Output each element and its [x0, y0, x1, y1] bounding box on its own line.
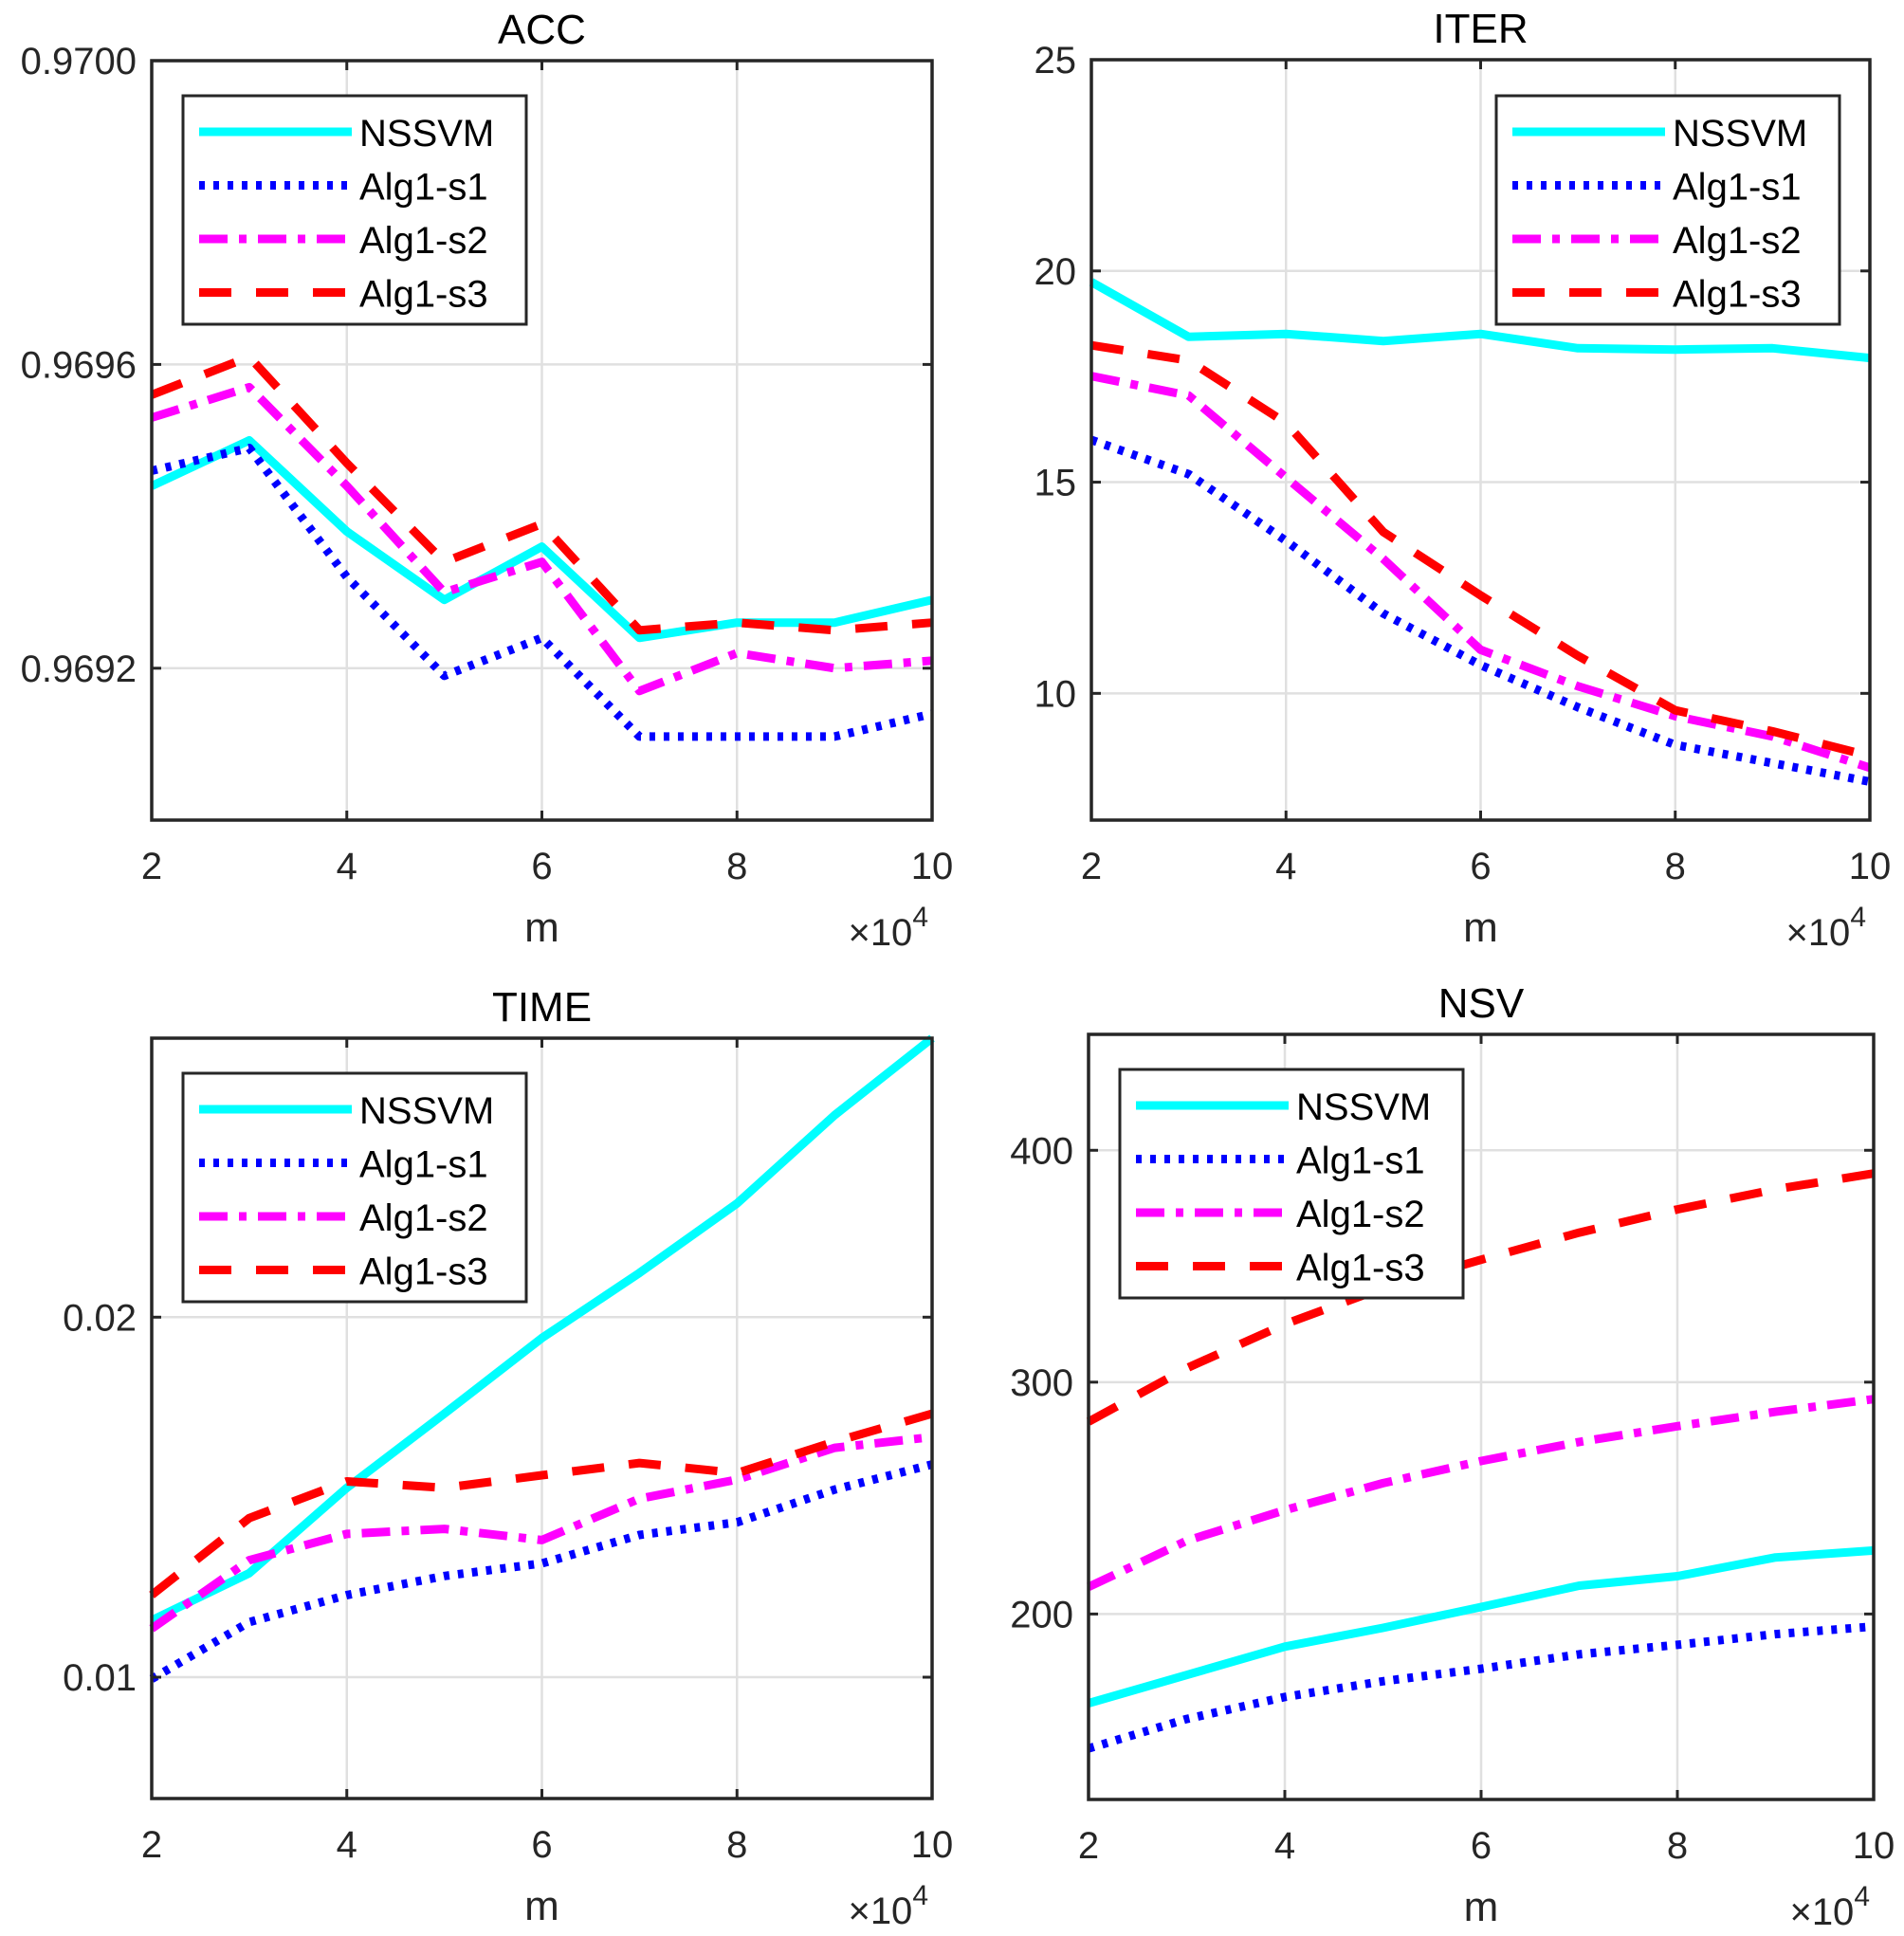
- legend-label: NSSVM: [359, 113, 494, 155]
- chart-title: ITER: [1433, 6, 1528, 52]
- legend: NSSVM Alg1-s1 Alg1-s2 Alg1-s3: [181, 1071, 528, 1304]
- y-tick-label: 20: [1034, 251, 1077, 293]
- x-tick-label: 8: [726, 1824, 747, 1866]
- x-tick-label: 10: [1853, 1825, 1895, 1867]
- series-line-nssvm: [150, 436, 934, 643]
- chart-title: ACC: [498, 7, 586, 53]
- legend-label: NSSVM: [1673, 113, 1807, 155]
- chart-title: NSV: [1438, 980, 1525, 1027]
- y-tick-label: 25: [1034, 40, 1077, 82]
- series-line-alg1-s2: [1090, 372, 1872, 773]
- x-tick-label: 10: [1849, 846, 1892, 887]
- series-line-alg1-s3: [1090, 340, 1872, 760]
- legend-label: Alg1-s2: [359, 220, 488, 262]
- series-line-alg1-s1: [1087, 1622, 1875, 1753]
- y-tick-label: 400: [1010, 1130, 1073, 1172]
- x-tick-label: 2: [1081, 846, 1102, 887]
- y-tick-label: 200: [1010, 1594, 1073, 1635]
- series-line-nssvm: [1089, 278, 1871, 363]
- series-line-alg1-s2: [1087, 1395, 1875, 1591]
- series-line-alg1-s1: [149, 1460, 934, 1683]
- x-tick-label: 8: [726, 846, 747, 887]
- chart-title: TIME: [492, 984, 592, 1031]
- x-exponent-power: 4: [912, 902, 928, 933]
- y-tick-label: 300: [1010, 1362, 1073, 1404]
- y-tick-label: 0.9696: [21, 344, 137, 386]
- legend-label: NSSVM: [1296, 1087, 1431, 1128]
- series-line-nssvm: [1087, 1545, 1875, 1708]
- series-line-alg1-s1: [1089, 435, 1871, 786]
- x-tick-label: 10: [911, 1824, 954, 1866]
- legend: NSSVM Alg1-s1 Alg1-s2 Alg1-s3: [1118, 1068, 1465, 1300]
- legend-label: Alg1-s2: [1296, 1194, 1425, 1235]
- series-line-alg1-s3: [150, 352, 933, 635]
- legend-label: Alg1-s2: [359, 1197, 488, 1239]
- x-exponent-power: 4: [1850, 902, 1866, 933]
- x-tick-label: 8: [1667, 1825, 1688, 1867]
- x-tick-label: 10: [911, 846, 954, 887]
- legend-label: Alg1-s2: [1673, 220, 1802, 262]
- series-line-alg1-s3: [1086, 1169, 1875, 1426]
- legend-label: Alg1-s3: [359, 1251, 488, 1293]
- legend-label: Alg1-s1: [1673, 167, 1802, 209]
- y-tick-label: 0.9700: [21, 41, 137, 82]
- x-exponent-base: ×10: [848, 912, 912, 954]
- x-tick-label: 6: [1470, 846, 1491, 887]
- series-line-alg1-s2: [149, 1433, 933, 1633]
- x-exponent-power: 4: [1854, 1881, 1870, 1912]
- y-tick-label: 0.02: [63, 1297, 137, 1339]
- x-exponent-label: ×104: [848, 902, 928, 954]
- legend: NSSVM Alg1-s1 Alg1-s2 Alg1-s3: [181, 94, 528, 326]
- x-tick-label: 2: [141, 846, 162, 887]
- x-axis-label: m: [524, 1883, 559, 1929]
- x-axis-label: m: [524, 904, 559, 951]
- legend-label: Alg1-s1: [1296, 1141, 1425, 1182]
- x-tick-label: 4: [337, 846, 357, 887]
- legend-label: Alg1-s3: [1296, 1248, 1425, 1289]
- x-tick-label: 2: [1078, 1825, 1099, 1867]
- series-line-alg1-s3: [149, 1409, 934, 1598]
- series-line-nssvm: [150, 1034, 935, 1625]
- x-exponent-label: ×104: [1789, 1881, 1870, 1933]
- legend-label: NSSVM: [359, 1090, 494, 1132]
- x-tick-label: 6: [531, 846, 552, 887]
- legend-label: Alg1-s1: [359, 1144, 488, 1186]
- y-tick-label: 15: [1034, 463, 1077, 504]
- y-tick-label: 10: [1034, 673, 1077, 715]
- legend: NSSVM Alg1-s1 Alg1-s2 Alg1-s3: [1494, 94, 1841, 326]
- legend-label: Alg1-s1: [359, 167, 488, 209]
- y-tick-label: 0.9692: [21, 648, 137, 690]
- x-exponent-base: ×10: [848, 1890, 912, 1932]
- legend-label: Alg1-s3: [1673, 274, 1802, 316]
- y-tick-label: 0.01: [63, 1657, 137, 1699]
- x-axis-label: m: [1463, 904, 1498, 951]
- x-tick-label: 4: [1275, 846, 1296, 887]
- x-exponent-power: 4: [912, 1880, 928, 1911]
- x-tick-label: 6: [1471, 1825, 1492, 1867]
- x-tick-label: 6: [531, 1824, 552, 1866]
- x-tick-label: 4: [1274, 1825, 1295, 1867]
- series-line-alg1-s2: [150, 382, 933, 696]
- x-exponent-label: ×104: [848, 1880, 928, 1932]
- x-exponent-label: ×104: [1785, 902, 1866, 954]
- x-exponent-base: ×10: [1789, 1891, 1854, 1933]
- x-axis-label: m: [1464, 1884, 1499, 1930]
- x-tick-label: 4: [337, 1824, 357, 1866]
- x-exponent-base: ×10: [1785, 912, 1850, 954]
- legend-label: Alg1-s3: [359, 274, 488, 316]
- x-tick-label: 2: [141, 1824, 162, 1866]
- x-tick-label: 8: [1665, 846, 1686, 887]
